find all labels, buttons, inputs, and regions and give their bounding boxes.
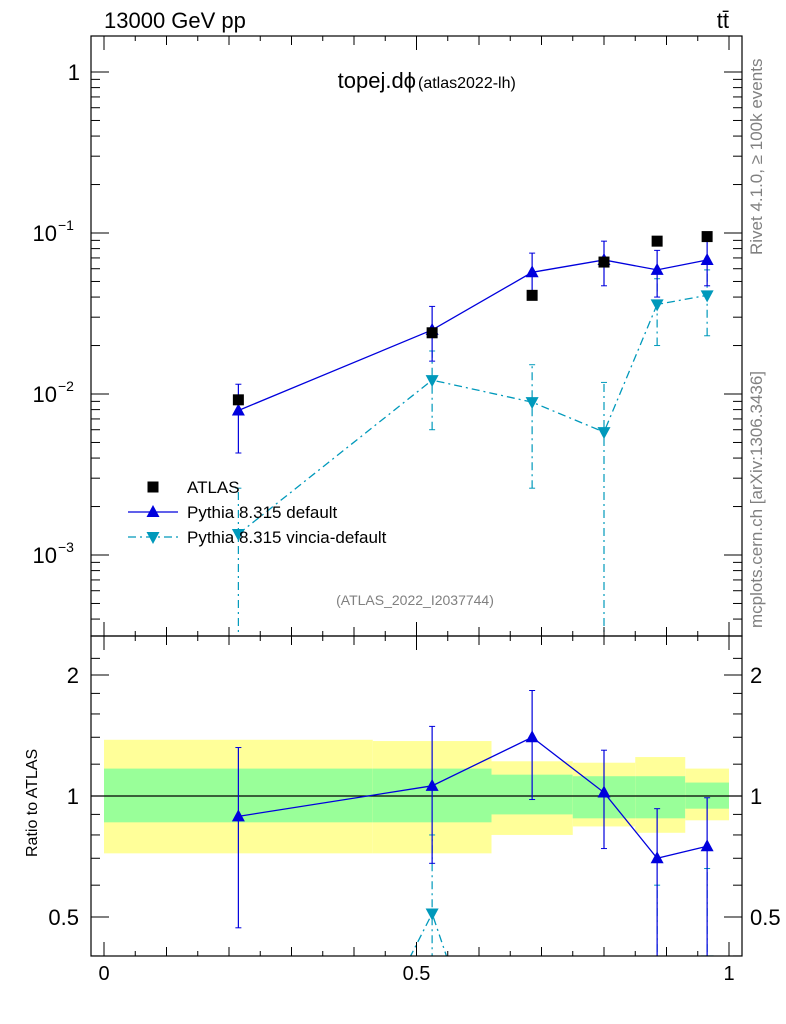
- ratio-panel-series: [91, 690, 742, 1013]
- pythia-vincia-point: [525, 397, 539, 410]
- pythia-default-point: [425, 778, 439, 791]
- y-tick-label: 10: [33, 221, 57, 246]
- atlas-point: [426, 327, 438, 339]
- pythia-default-point: [525, 265, 539, 278]
- pythia-vincia-point: [700, 290, 714, 303]
- y-tick-label: 1: [68, 60, 80, 85]
- rivet-version-label: Rivet 4.1.0, ≥ 100k events: [747, 59, 766, 255]
- x-tick-label: 0.5: [403, 963, 431, 985]
- ratio-series-line: [409, 911, 448, 956]
- y-tick-label: 10: [33, 382, 57, 407]
- watermark-label: (ATLAS_2022_I2037744): [336, 592, 494, 608]
- pythia-default-point: [700, 839, 714, 852]
- atlas-point: [701, 231, 713, 243]
- pythia-vincia-point: [379, 1001, 392, 1013]
- pythia-vincia-point: [425, 375, 439, 388]
- atlas-point: [526, 289, 538, 301]
- pythia-default-point: [525, 730, 539, 743]
- pythia-vincia-point: [700, 955, 714, 956]
- ratio-series-line: [657, 960, 707, 979]
- legend-marker-atlas: [147, 481, 159, 493]
- legend-marker-vincia: [146, 532, 160, 544]
- ratio-y-tick-label: 2: [67, 663, 79, 688]
- band-inner: [635, 776, 686, 819]
- ratio-y-tick-label-right: 2: [750, 663, 762, 688]
- ratio-y-tick-label-right: 1: [750, 784, 762, 809]
- legend: ATLAS Pythia 8.315 default Pythia 8.315 vi…: [128, 478, 387, 547]
- main-panel-series: [231, 231, 714, 636]
- pythia-vincia-point: [231, 529, 245, 542]
- pythia-default-point: [650, 851, 664, 864]
- ratio-y-tick-label: 0.5: [48, 905, 79, 930]
- legend-label: Pythia 8.315 default: [187, 503, 338, 522]
- pythia-vincia-point: [651, 974, 664, 986]
- y-tick-exponent: −2: [58, 378, 74, 394]
- ratio-series-line: [238, 736, 708, 859]
- ratio-y-axis-label: Ratio to ATLAS: [24, 749, 41, 857]
- x-tick-label: 0: [98, 963, 109, 985]
- pythia-vincia-point: [425, 908, 439, 921]
- y-tick-exponent: −1: [58, 217, 74, 233]
- legend-label: Pythia 8.315 vincia-default: [187, 528, 387, 547]
- pythia-default-point: [231, 809, 245, 822]
- legend-label: ATLAS: [187, 478, 240, 497]
- ratio-panel-axes: 0 0.5 1 2 2 1 1 0.5 0.5: [48, 635, 781, 985]
- atlas-point: [232, 394, 244, 406]
- pythia-vincia-point: [650, 299, 664, 312]
- plot-subtitle: (atlas2022-lh): [418, 75, 516, 92]
- process-label: tt̄: [717, 8, 729, 33]
- series-line: [238, 259, 708, 412]
- pythia-default-point: [597, 785, 611, 798]
- atlas-point: [651, 235, 663, 247]
- plot-title: topej.dϕ: [338, 68, 416, 93]
- legend-marker-default: [146, 505, 160, 517]
- y-tick-exponent: −3: [58, 539, 74, 555]
- pythia-vincia-point: [597, 427, 611, 440]
- mcplots-label: mcplots.cern.ch [arXiv:1306.3436]: [747, 371, 766, 628]
- pythia-default-point: [700, 252, 714, 265]
- series-line: [237, 294, 708, 535]
- energy-label: 13000 GeV pp: [104, 8, 246, 33]
- pythia-default-point: [231, 403, 245, 416]
- ratio-y-tick-label: 1: [67, 784, 79, 809]
- y-tick-label: 10: [33, 543, 57, 568]
- x-tick-label: 1: [723, 963, 734, 985]
- atlas-point: [598, 256, 610, 268]
- pythia-default-point: [650, 262, 664, 275]
- pythia-vincia-point: [457, 1001, 470, 1013]
- ratio-y-tick-label-right: 0.5: [750, 905, 781, 930]
- main-panel-axes: 110−110−210−3: [33, 35, 743, 637]
